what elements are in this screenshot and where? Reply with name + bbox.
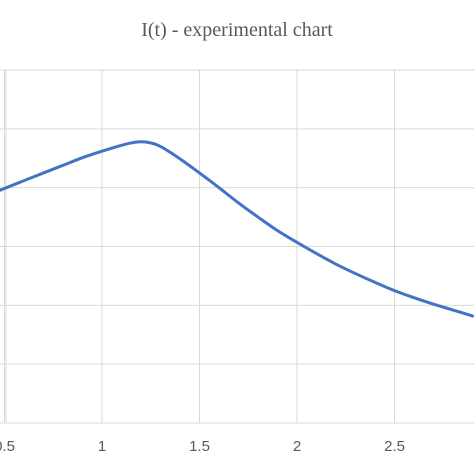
chart-title: I(t) - experimental chart bbox=[141, 19, 333, 41]
x-tick-label: 2.5 bbox=[384, 438, 405, 455]
series-line bbox=[0, 140, 474, 318]
x-tick-label: 1.5 bbox=[189, 438, 210, 455]
x-tick-label: 2 bbox=[293, 438, 301, 455]
x-tick-label: 1 bbox=[98, 438, 106, 455]
x-tick-label: 0.5 bbox=[0, 438, 15, 455]
